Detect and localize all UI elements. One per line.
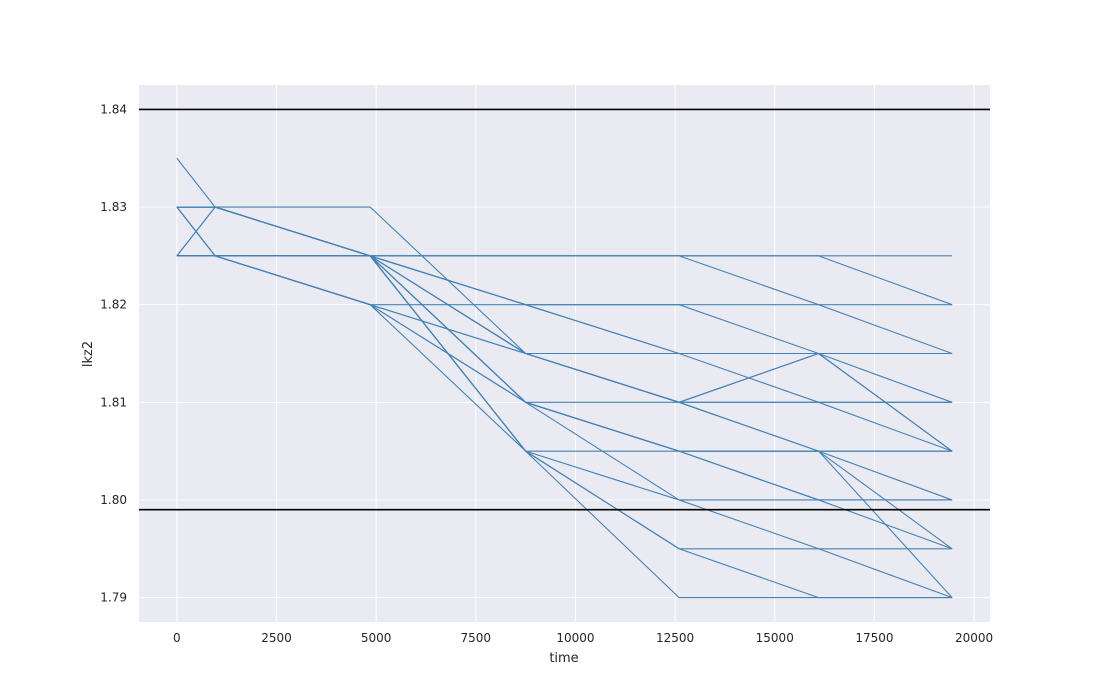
series-lines (176, 157, 953, 599)
x-tick-label: 20000 (955, 631, 993, 645)
x-tick-label: 15000 (756, 631, 794, 645)
x-tick-label: 17500 (855, 631, 893, 645)
x-tick-label: 12500 (656, 631, 694, 645)
x-axis-label: time (549, 651, 578, 666)
series-line-24 (176, 255, 953, 550)
x-tick-label: 7500 (461, 631, 492, 645)
y-axis-label: lkz2 (81, 341, 96, 367)
y-tick-label: 1.83 (100, 200, 127, 214)
reference-lines (139, 108, 990, 511)
x-tick-label: 2500 (261, 631, 292, 645)
y-tick-label: 1.79 (100, 591, 127, 605)
x-tick-label: 0 (173, 631, 181, 645)
x-tick-label: 5000 (361, 631, 392, 645)
y-tick-label: 1.84 (100, 102, 127, 116)
y-tick-label: 1.80 (100, 493, 127, 507)
x-tick-labels: 0 2500 5000 7500 10000 12500 15000 17500 20000 (173, 631, 993, 645)
y-tick-label: 1.81 (100, 395, 127, 409)
x-tick-label: 10000 (556, 631, 594, 645)
y-tick-label: 1.82 (100, 298, 127, 312)
y-tick-labels: 1.79 1.80 1.81 1.82 1.83 1.84 (100, 102, 127, 604)
